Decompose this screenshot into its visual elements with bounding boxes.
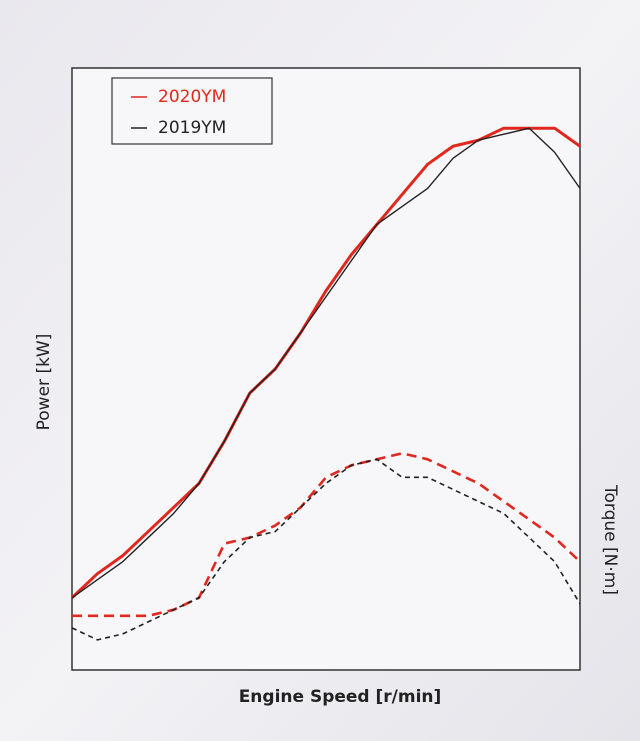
torque-line bbox=[72, 451, 581, 618]
y2-axis-label: Torque [N·m] bbox=[600, 484, 620, 595]
plot-area bbox=[71, 67, 581, 671]
y-axis-label: Power [kW] bbox=[34, 334, 54, 431]
x-axis-label: Engine Speed [r/min] bbox=[239, 687, 442, 707]
power-line bbox=[71, 127, 581, 599]
legend-box bbox=[111, 77, 273, 145]
power-line bbox=[70, 126, 581, 599]
legend-label: 2019YM bbox=[158, 118, 226, 138]
torque-line bbox=[71, 458, 581, 641]
legend-label: 2020YM bbox=[158, 87, 226, 107]
